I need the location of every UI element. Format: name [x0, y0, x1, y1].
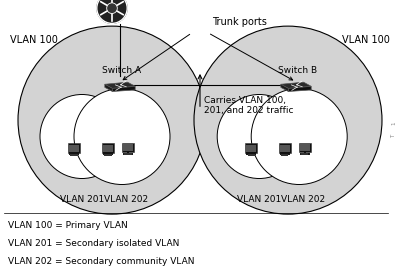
Polygon shape	[281, 82, 311, 88]
Polygon shape	[281, 84, 288, 91]
Ellipse shape	[107, 3, 117, 13]
Bar	[122, 143, 134, 153]
Bar	[103, 145, 113, 152]
Bar	[248, 153, 255, 156]
Text: VLAN 201: VLAN 201	[237, 195, 281, 204]
Ellipse shape	[251, 88, 347, 185]
Bar	[300, 144, 310, 151]
Text: 1: 1	[392, 121, 396, 124]
Text: Switch B: Switch B	[278, 66, 317, 75]
Ellipse shape	[217, 94, 301, 179]
Text: VLAN 202 = Secondary community VLAN: VLAN 202 = Secondary community VLAN	[8, 257, 194, 266]
Text: VLAN 100: VLAN 100	[10, 35, 58, 45]
Bar	[69, 145, 79, 152]
Text: Carries VLAN 100,
201, and 202 traffic: Carries VLAN 100, 201, and 202 traffic	[204, 96, 294, 115]
Ellipse shape	[97, 0, 127, 23]
Bar	[281, 153, 288, 156]
Polygon shape	[112, 86, 135, 91]
Bar	[68, 143, 80, 153]
Ellipse shape	[40, 94, 124, 179]
Text: VLAN 202: VLAN 202	[281, 195, 325, 204]
Text: VLAN 100 = Primary VLAN: VLAN 100 = Primary VLAN	[8, 221, 128, 230]
Bar	[279, 143, 291, 153]
Ellipse shape	[74, 88, 170, 185]
Polygon shape	[105, 84, 112, 91]
Bar	[301, 153, 308, 155]
Bar	[245, 143, 257, 153]
Bar	[123, 144, 133, 151]
Ellipse shape	[18, 26, 206, 214]
Text: VLAN 100: VLAN 100	[342, 35, 390, 45]
Text: VLAN 201: VLAN 201	[60, 195, 104, 204]
Bar	[70, 153, 78, 156]
Bar	[124, 153, 132, 155]
Polygon shape	[288, 86, 311, 91]
Bar	[299, 143, 311, 153]
Text: T: T	[392, 135, 396, 138]
Bar	[102, 143, 114, 153]
Text: VLAN 201 = Secondary isolated VLAN: VLAN 201 = Secondary isolated VLAN	[8, 239, 179, 248]
Text: VLAN 202: VLAN 202	[104, 195, 148, 204]
Bar	[246, 145, 256, 152]
Bar	[280, 145, 290, 152]
Text: Trunk ports: Trunk ports	[212, 17, 267, 27]
Bar	[104, 153, 112, 156]
Ellipse shape	[194, 26, 382, 214]
Polygon shape	[105, 82, 135, 88]
Text: Switch A: Switch A	[102, 66, 141, 75]
